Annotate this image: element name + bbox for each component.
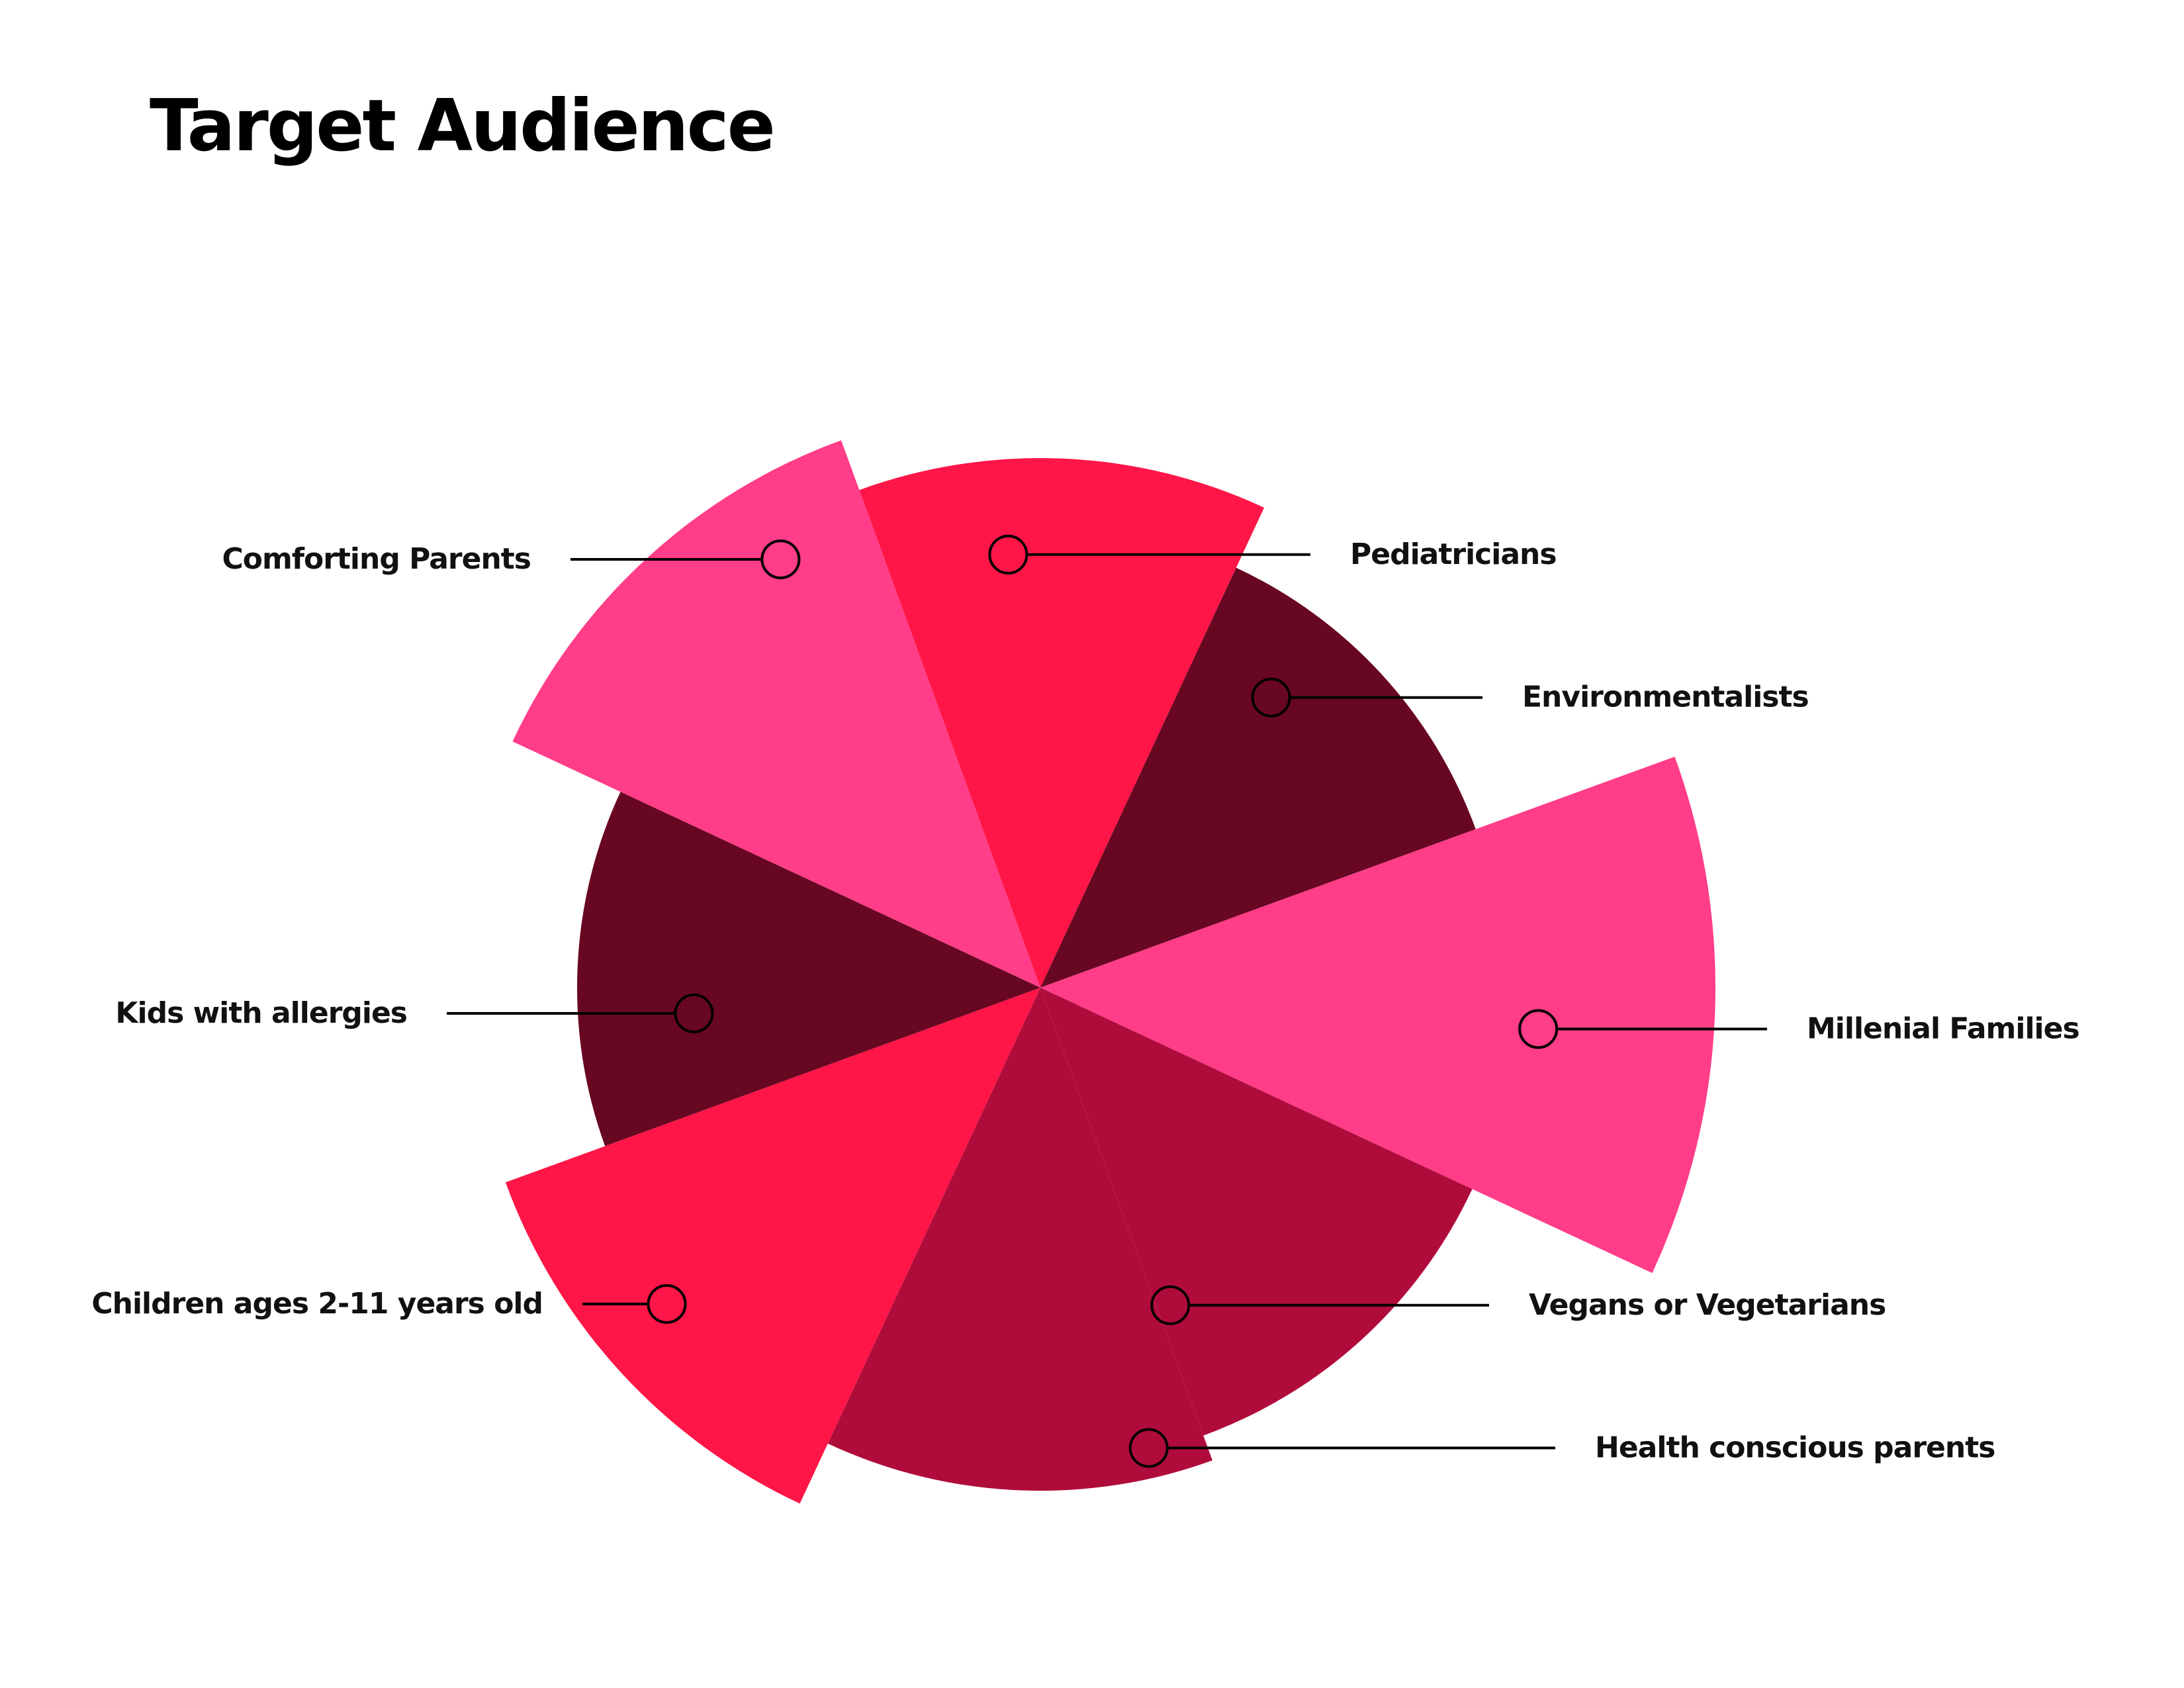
- slice-millenial-families: [1040, 757, 1715, 1274]
- label-kids-with-allergies: Kids with allergies: [115, 996, 407, 1030]
- label-environmentalists: Environmentalists: [1522, 680, 1809, 714]
- label-children-ages-2-11-years-old: Children ages 2-11 years old: [91, 1287, 543, 1321]
- chart-title: Target Audience: [150, 85, 776, 167]
- label-pediatricians: Pediatricians: [1350, 538, 1557, 571]
- chart-slices: [505, 440, 1715, 1504]
- marker-vegans-or-vegetarians: [1150, 1285, 1191, 1325]
- label-comforting-parents: Comforting Parents: [222, 542, 531, 576]
- slice-health-conscious-parents: [827, 988, 1212, 1491]
- marker-pediatricians: [988, 534, 1028, 575]
- slice-kids-with-allergies: [577, 792, 1040, 1147]
- slice-pediatricians: [859, 458, 1265, 988]
- slice-children-ages-2-11-years-old: [505, 988, 1040, 1504]
- marker-comforting-parents: [760, 539, 801, 580]
- slice-vegans-or-vegetarians: [1040, 988, 1473, 1436]
- marker-children-ages-2-11-years-old: [647, 1284, 687, 1324]
- label-health-conscious-parents: Health conscious parents: [1595, 1430, 1995, 1464]
- label-vegans-or-vegetarians: Vegans or Vegetarians: [1529, 1288, 1886, 1322]
- label-millenial-families: Millenial Families: [1807, 1012, 2079, 1046]
- slice-environmentalists: [1040, 567, 1476, 988]
- marker-kids-with-allergies: [674, 993, 714, 1033]
- slice-comforting-parents: [512, 440, 1040, 988]
- marker-environmentalists: [1251, 677, 1291, 718]
- chart-callouts: Pediatricians Environmentalists Millenial …: [91, 534, 2080, 1468]
- marker-millenial-families: [1518, 1009, 1559, 1049]
- marker-health-conscious-parents: [1128, 1428, 1169, 1468]
